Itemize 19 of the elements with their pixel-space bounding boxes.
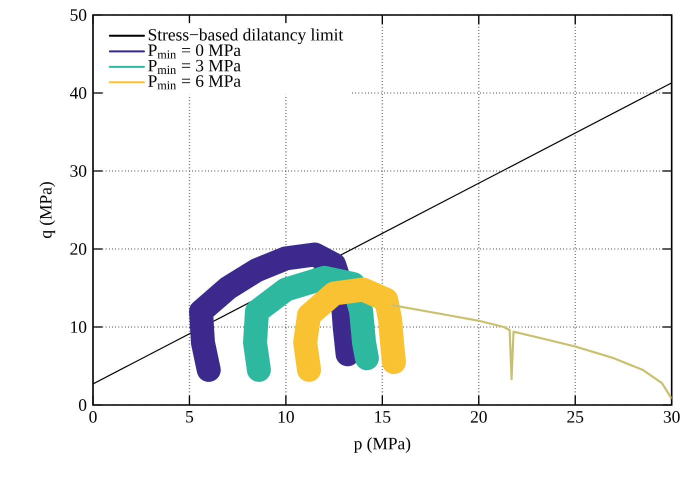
legend-label: P$_{min}$ = 0 MPa: [148, 44, 241, 58]
x-tick-label: 25: [567, 411, 584, 423]
y-tick-label: 40: [70, 87, 86, 99]
x-tick-label: 0: [89, 411, 97, 423]
legend-label: P$_{min}$ = 3 MPa: [148, 60, 241, 74]
x-tick-label: 20: [470, 411, 487, 423]
y-axis-title: q (MPa): [39, 182, 56, 238]
y-tick-label: 0: [78, 399, 86, 411]
y-tick-label: 30: [70, 165, 86, 177]
x-tick-label: 15: [375, 411, 390, 423]
y-tick-label: 20: [70, 243, 86, 255]
x-tick-label: 30: [664, 411, 680, 423]
legend-label: Stress−based dilatancy limit: [148, 28, 344, 44]
x-axis-title: p (MPa): [354, 437, 410, 453]
legend-label: P$_{min}$ = 6 MPa: [148, 75, 241, 90]
x-tick-label: 10: [278, 411, 294, 423]
y-tick-label: 10: [71, 321, 86, 333]
y-tick-label: 50: [70, 9, 86, 21]
x-tick-label: 5: [186, 411, 194, 423]
